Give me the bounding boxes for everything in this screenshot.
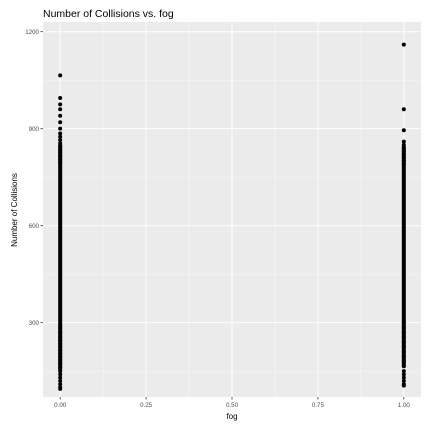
data-point	[58, 348, 63, 353]
data-point	[401, 354, 406, 359]
data-points	[58, 42, 406, 391]
data-point	[58, 344, 63, 349]
data-point	[58, 131, 63, 136]
data-point	[58, 335, 63, 340]
y-tick-label: 300	[29, 320, 40, 327]
data-point	[58, 141, 63, 146]
data-point	[58, 157, 63, 162]
grid-major	[43, 22, 421, 397]
y-tick-label: 1200	[25, 29, 39, 36]
data-point	[401, 149, 406, 154]
data-point	[401, 142, 406, 147]
data-point	[401, 349, 406, 354]
data-point	[401, 378, 406, 383]
chart-title: Number of Collisions vs. fog	[43, 8, 174, 20]
data-point	[58, 134, 63, 139]
data-point	[58, 120, 63, 125]
data-point	[58, 341, 63, 346]
data-point	[58, 95, 63, 100]
y-tick-label: 600	[29, 223, 40, 230]
data-point	[58, 365, 63, 370]
data-point	[58, 160, 63, 165]
data-point	[58, 154, 63, 159]
data-point	[401, 42, 406, 47]
data-point	[58, 137, 63, 142]
data-point	[401, 152, 406, 157]
data-point	[401, 372, 406, 377]
y-tick-label: 900	[29, 126, 40, 133]
data-point	[401, 128, 406, 133]
data-point	[401, 359, 406, 364]
data-point	[401, 344, 406, 349]
data-point	[58, 369, 63, 374]
data-point	[58, 113, 63, 118]
data-point	[58, 375, 63, 380]
data-point	[58, 126, 63, 131]
data-point	[401, 375, 406, 380]
data-point	[401, 369, 406, 374]
point-band	[58, 143, 63, 372]
data-point	[401, 325, 406, 330]
data-point	[58, 361, 63, 366]
data-point	[401, 146, 406, 151]
data-point	[58, 325, 63, 330]
data-point	[58, 147, 63, 152]
data-point	[401, 162, 406, 167]
data-point	[58, 378, 63, 383]
data-point	[58, 338, 63, 343]
data-point	[58, 144, 63, 149]
point-band	[401, 144, 406, 368]
data-point	[58, 150, 63, 155]
data-point	[401, 364, 406, 369]
data-point	[58, 330, 63, 335]
x-tick-label: 1.00	[398, 402, 411, 409]
data-point	[58, 351, 63, 356]
data-point	[401, 155, 406, 160]
data-point	[58, 382, 63, 387]
x-tick-label: 0.75	[312, 402, 325, 409]
data-point	[58, 354, 63, 359]
data-point	[401, 320, 406, 325]
x-tick-label: 0.25	[140, 402, 153, 409]
data-point	[58, 386, 63, 391]
data-point	[401, 335, 406, 340]
data-point	[401, 107, 406, 112]
data-point	[58, 107, 63, 112]
x-tick-label: 0.50	[226, 402, 239, 409]
data-point	[401, 340, 406, 345]
data-point	[401, 139, 406, 144]
x-tick-label: 0.00	[54, 402, 67, 409]
data-point	[58, 102, 63, 107]
data-point	[401, 330, 406, 335]
x-axis-ticks: 0.00 0.25 0.50 0.75 1.00	[54, 397, 410, 409]
data-point	[401, 383, 406, 388]
data-point	[58, 73, 63, 78]
data-point	[58, 357, 63, 362]
y-axis-ticks: 300 600 900 1200	[25, 29, 43, 327]
data-point	[58, 372, 63, 377]
data-point	[401, 159, 406, 164]
x-axis-title: fog	[226, 412, 237, 421]
y-axis-title: Number of Collisions	[10, 173, 19, 247]
